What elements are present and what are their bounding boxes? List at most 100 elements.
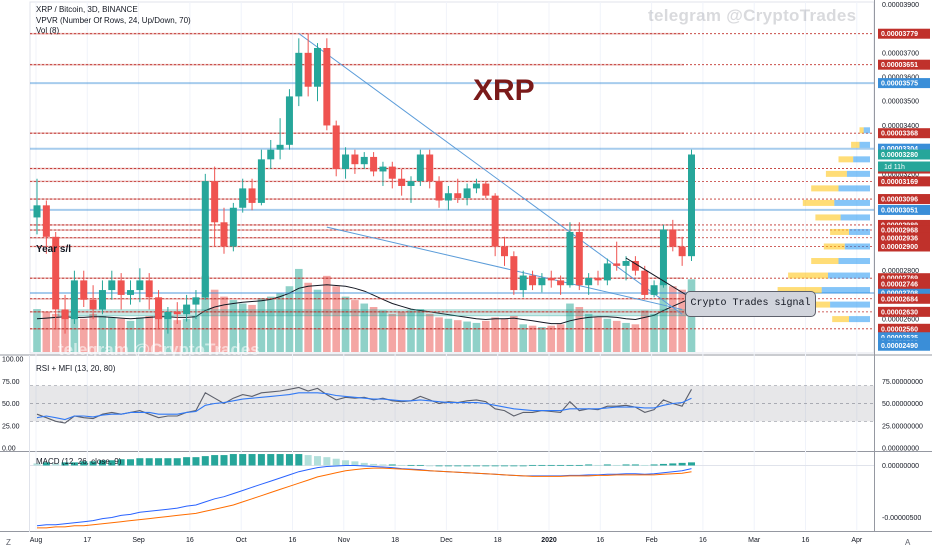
macd-histogram-bar [61, 462, 69, 466]
volume-bar [276, 293, 284, 352]
price-tick-label: 0.00003500 [882, 99, 919, 106]
volume-bar [566, 303, 574, 352]
time-tick-label: Aug [30, 537, 43, 544]
vpvr-down-bar [851, 141, 860, 148]
vpvr-legend[interactable]: VPVR (Number Of Rows, 24, Up/Down, 70) [36, 15, 191, 25]
candle-body [136, 280, 144, 291]
volume-bar [444, 318, 453, 352]
price-label-text: 0.00002630 [881, 309, 918, 316]
candle-body [89, 299, 97, 310]
vpvr-up-bar [859, 141, 870, 148]
macd-histogram-bar [454, 465, 462, 467]
time-tick-label: 16 [289, 537, 297, 544]
vpvr-up-bar [821, 287, 870, 294]
candle-body [585, 277, 593, 286]
macd-histogram-bar [314, 456, 321, 466]
candle-body [379, 166, 387, 172]
candle-body [631, 261, 639, 271]
macd-histogram-bar [304, 455, 312, 466]
macd-histogram-bar [370, 463, 378, 466]
macd-legend[interactable]: MACD (12, 26, close, 9) [36, 457, 122, 466]
vpvr-up-bar [846, 170, 870, 177]
timezone-toggle[interactable]: Z [6, 538, 11, 547]
macd-histogram-bar [173, 458, 181, 466]
price-label-text: 0.00002968 [881, 228, 918, 235]
volume-bar [285, 286, 294, 352]
rsi-right-tick: 0.00000000 [882, 446, 919, 453]
volume-bar [210, 289, 219, 352]
macd-histogram-bar [398, 464, 406, 466]
volume-bar [89, 313, 97, 352]
volume-bar [332, 286, 340, 352]
vpvr-down-bar [830, 228, 849, 235]
rsi-legend[interactable]: RSI + MFI (13, 20, 80) [36, 364, 116, 373]
macd-histogram-bar [585, 464, 593, 466]
volume-bar [491, 317, 499, 352]
volume-bar [257, 298, 266, 352]
price-tick-label: 0.00002800 [882, 268, 919, 275]
time-tick-label: Feb [646, 537, 658, 544]
macd-histogram-bar [70, 462, 78, 466]
price-tick-label: 0.00003900 [882, 2, 919, 9]
macd-histogram-bar [510, 465, 518, 467]
volume-bar [51, 313, 60, 352]
vpvr-up-bar [830, 301, 870, 308]
candle-body [482, 183, 490, 196]
macd-histogram-bar [613, 464, 621, 466]
vpvr-up-bar [844, 243, 870, 250]
candle-body [463, 188, 471, 199]
macd-histogram-bar [276, 454, 284, 466]
price-label-box [878, 293, 930, 304]
volume-bar [79, 318, 88, 352]
vpvr-down-bar [811, 258, 839, 265]
candle-body [454, 193, 462, 199]
candle-body [229, 207, 237, 247]
price-tick-label: 0.00003200 [882, 171, 919, 178]
candle-body [33, 205, 41, 218]
price-label-box [878, 332, 930, 343]
candle-body [407, 181, 415, 186]
candle-body [61, 309, 69, 320]
candle-body [491, 195, 499, 247]
time-tick-label: 17 [83, 537, 91, 544]
volume-bar [519, 324, 527, 352]
rsi-left-tick: 0.00 [2, 446, 16, 453]
macd-histogram-bar [388, 464, 396, 466]
candle-body [510, 256, 518, 291]
volume-bar [323, 275, 331, 352]
time-tick-label: 18 [391, 537, 399, 544]
signal-line [37, 467, 692, 529]
vpvr-down-bar [859, 127, 864, 134]
auto-scale-toggle[interactable]: A [905, 538, 911, 547]
candle-body [80, 280, 88, 300]
time-tick-label: Apr [851, 537, 863, 544]
price-tick-label: 0.00002600 [882, 317, 919, 324]
price-label-text: 0.00002490 [881, 343, 918, 350]
candle-body [575, 231, 583, 286]
vpvr-up-bar [840, 214, 870, 221]
volume-bar [295, 268, 303, 352]
macd-histogram-bar [416, 464, 424, 466]
macd-histogram-bar [239, 454, 247, 466]
volume-bar [229, 300, 238, 352]
candle-body [248, 188, 256, 203]
candle-body [220, 222, 228, 247]
volume-bar [173, 320, 182, 352]
watermark-bottom: telegram @CryptoTrades [58, 340, 260, 359]
crypto-trades-signal-callout[interactable]: Crypto Trades signal [685, 291, 816, 317]
volume-bar [425, 313, 434, 352]
volume-bar [669, 286, 677, 352]
rsi-left-tick: 75.00 [2, 379, 20, 386]
macd-histogram-bar [351, 461, 359, 466]
macd-histogram-bar [379, 464, 387, 466]
vpvr-up-bar [849, 228, 870, 235]
macd-histogram-bar [575, 464, 583, 466]
macd-histogram-bar [491, 465, 499, 467]
volume-bar [70, 317, 79, 352]
macd-histogram-bar [332, 458, 340, 466]
volume-legend[interactable]: Vol (8) [36, 26, 60, 35]
symbol-title[interactable]: XRP / Bitcoin, 3D, BINANCE [36, 5, 138, 14]
price-label-text: 0.00002684 [881, 296, 918, 303]
signal-pointer [625, 257, 689, 297]
